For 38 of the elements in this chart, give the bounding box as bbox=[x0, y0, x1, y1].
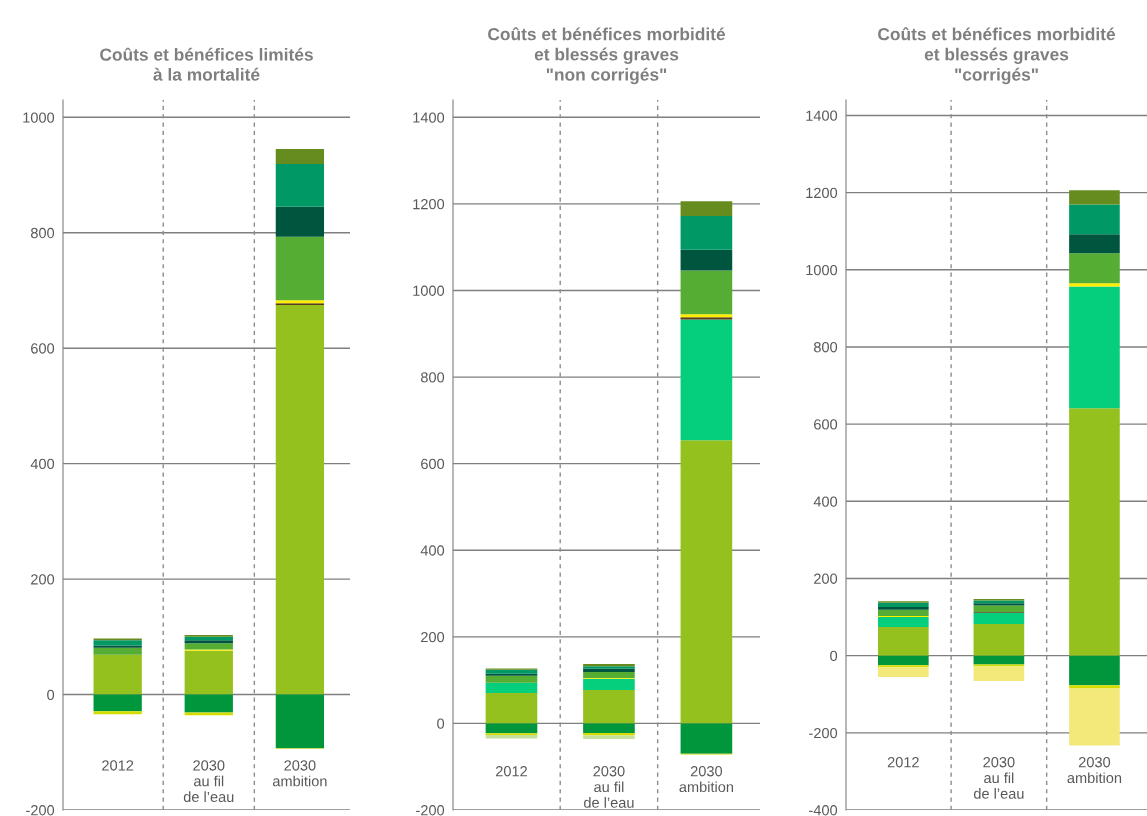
y-tick-label: 800 bbox=[420, 372, 445, 383]
y-tick-label: 1400 bbox=[413, 112, 445, 123]
x-tick-label: 2030 ambition bbox=[272, 760, 327, 787]
y-tick-label: 1200 bbox=[413, 199, 445, 210]
y-tick-label: 400 bbox=[30, 458, 55, 470]
y-tick-label: 0 bbox=[47, 689, 55, 700]
x-tick-label: 2012 bbox=[102, 760, 134, 771]
y-tick-label: 0 bbox=[437, 718, 445, 729]
y-tick-label: 1000 bbox=[23, 112, 55, 123]
y-tick-label: 1200 bbox=[806, 187, 838, 199]
y-tick-label: -400 bbox=[809, 805, 838, 816]
y-tick-label: 800 bbox=[813, 342, 838, 353]
y-tick-label: -200 bbox=[416, 805, 445, 816]
y-tick-label: 1400 bbox=[806, 110, 838, 121]
y-tick-label: 200 bbox=[421, 631, 445, 643]
chart-title: Coûts et bénéfices morbidité et blessés graves "corrigés" bbox=[878, 27, 1116, 85]
y-tick-label: 600 bbox=[814, 419, 838, 430]
y-tick-label: 800 bbox=[30, 227, 55, 239]
x-tick-label: 2030 au fil de l’eau bbox=[973, 757, 1024, 799]
y-tick-label: 1000 bbox=[806, 264, 838, 276]
y-tick-label: 400 bbox=[813, 496, 838, 507]
y-tick-label: 600 bbox=[31, 343, 55, 354]
x-tick-label: 2012 bbox=[495, 766, 527, 777]
x-tick-label: 2030 ambition bbox=[679, 766, 734, 793]
x-tick-label: 2030 au fil de l’eau bbox=[584, 766, 634, 808]
chart-title: Coûts et bénéfices morbidité et blessés graves "non corrigés" bbox=[488, 27, 726, 85]
x-tick-label: 2012 bbox=[887, 757, 919, 768]
chart-title: Coûts et bénéfices limités à la mortalité bbox=[100, 47, 313, 81]
y-tick-label: -200 bbox=[26, 805, 55, 816]
y-tick-label: 1000 bbox=[413, 285, 445, 296]
y-tick-label: 600 bbox=[421, 458, 445, 470]
y-tick-label: 400 bbox=[420, 545, 445, 556]
y-tick-label: -200 bbox=[809, 727, 838, 739]
x-tick-label: 2030 au fil de l’eau bbox=[183, 760, 234, 803]
y-tick-label: 0 bbox=[830, 650, 838, 662]
y-tick-label: 200 bbox=[814, 573, 838, 584]
x-tick-label: 2030 ambition bbox=[1067, 757, 1122, 784]
y-tick-label: 200 bbox=[31, 574, 55, 585]
